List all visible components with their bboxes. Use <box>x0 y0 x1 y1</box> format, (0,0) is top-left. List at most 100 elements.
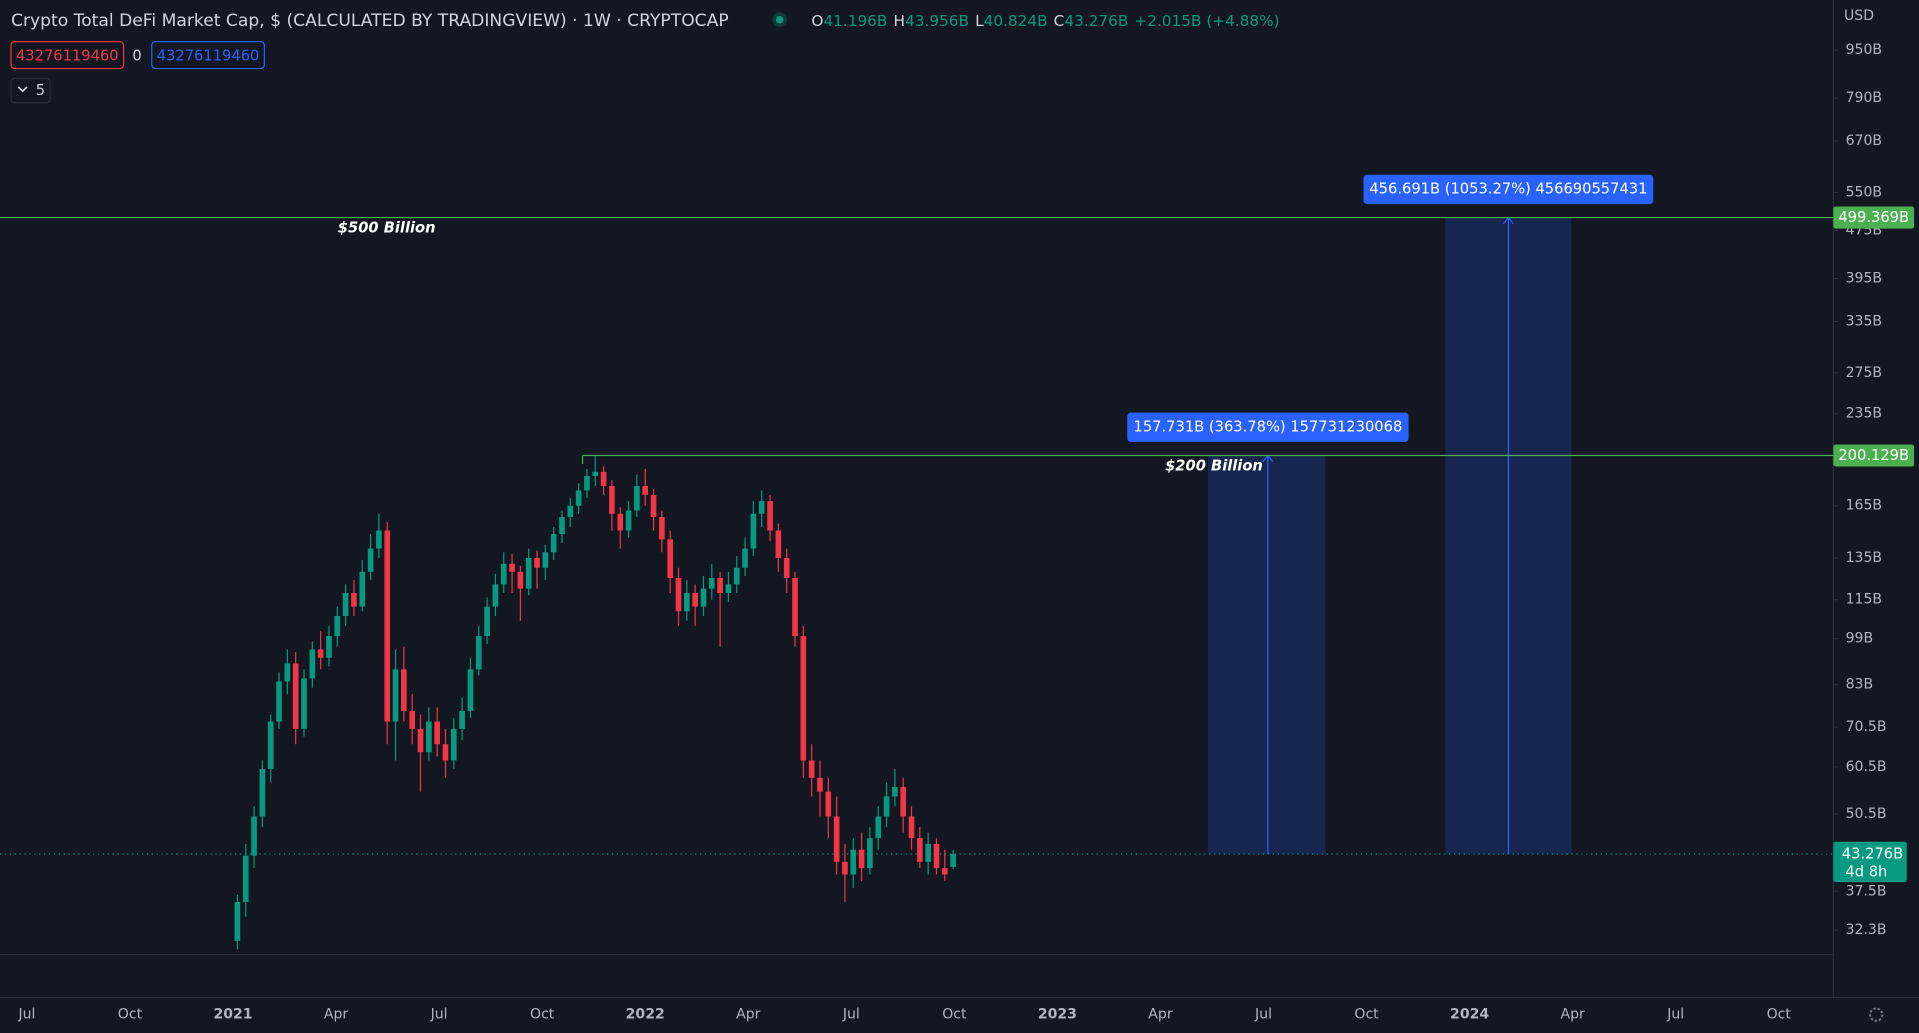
candle-body <box>259 769 266 817</box>
currency: USD <box>1844 8 1874 24</box>
y-tick-label: 50.5B <box>1846 806 1887 822</box>
candle-body <box>908 816 915 839</box>
x-tick-label: Oct <box>942 1007 967 1023</box>
candle-body <box>567 505 574 518</box>
candle-body <box>634 486 640 511</box>
level-annotation: $200 Billion <box>1165 458 1263 475</box>
candle-body <box>276 681 282 722</box>
candle-body <box>684 592 690 612</box>
candle-body <box>367 548 374 572</box>
x-tick-label: Oct <box>1767 1007 1792 1023</box>
candle-body <box>426 721 432 753</box>
ohlc-value: 40.824B <box>984 11 1048 29</box>
x-tick-label: 2023 <box>1038 1007 1077 1023</box>
ohlc-legend: O41.196B H43.956B L40.824B C43.276B +2.015B … <box>811 11 1279 29</box>
level-price-bg <box>1833 206 1915 229</box>
x-tick-label: 2021 <box>213 1007 252 1023</box>
settings-icon <box>1869 1007 1884 1022</box>
candle-body <box>584 475 590 491</box>
candle-body <box>750 513 757 549</box>
candle-body <box>725 584 732 593</box>
indicator-toggle <box>10 77 51 104</box>
y-tick-label: 165B <box>1846 498 1883 514</box>
level-price: 499.369B <box>1838 209 1909 226</box>
level-price-bg <box>1833 444 1915 467</box>
y-tick-label: 83B <box>1846 677 1874 693</box>
x-tick-label: Apr <box>1148 1007 1173 1023</box>
y-tick-label: 275B <box>1846 365 1883 381</box>
candle-body <box>925 843 931 862</box>
x-tick-label: Jul <box>1254 1007 1272 1023</box>
candle-body <box>442 744 449 761</box>
y-tick-label: 335B <box>1846 313 1883 329</box>
candle-body <box>667 539 673 578</box>
candle-body <box>417 728 424 753</box>
measure-label-bg <box>1363 174 1654 205</box>
candle-body <box>251 816 257 856</box>
candle-body <box>659 517 665 540</box>
candle-body <box>292 663 299 729</box>
candle-body <box>933 843 940 869</box>
pill-text: 0 <box>132 47 141 64</box>
ohlc-value: 43.956B <box>905 11 969 29</box>
candle-body <box>600 471 607 487</box>
candle-body <box>767 501 773 531</box>
candle-body <box>733 567 740 585</box>
measure-label-bg <box>1127 412 1409 443</box>
candle-body <box>500 563 507 585</box>
candle-body <box>334 616 341 637</box>
y-tick-label: 135B <box>1846 550 1883 566</box>
candle-body <box>484 606 490 637</box>
x-tick-label: Oct <box>118 1007 143 1023</box>
ohlc-label: H <box>894 11 906 29</box>
candle-body <box>742 548 748 568</box>
candle-body <box>376 530 382 549</box>
candle-body <box>509 563 515 572</box>
candle-body <box>609 486 615 514</box>
ohlc-change: +2.015B (+4.88%) <box>1134 11 1279 29</box>
y-tick-label: 670B <box>1846 133 1883 149</box>
ohlc-label: L <box>975 11 984 29</box>
candle-body <box>450 728 457 761</box>
candle-body <box>575 490 582 506</box>
candle-body <box>825 791 832 817</box>
candle-body <box>317 649 324 658</box>
candle-body <box>717 577 723 593</box>
candle-body <box>401 669 407 711</box>
measure-label: 157.731B (363.78%) 157731230068 <box>1134 418 1403 435</box>
candle-body <box>941 868 948 875</box>
candle-body <box>559 517 565 535</box>
measure-label: 456.691B (1053.27%) 456690557431 <box>1369 180 1647 197</box>
candle-body <box>525 557 532 589</box>
y-tick-label: 60.5B <box>1846 759 1887 775</box>
candle-body <box>883 796 890 817</box>
candle-body <box>384 530 391 722</box>
candle-body <box>650 494 657 518</box>
pill-text: 43276119460 <box>16 47 119 64</box>
ohlc-value: 43.276B <box>1064 11 1128 29</box>
candle-body <box>875 816 882 839</box>
candle-body <box>242 855 249 902</box>
candle-body <box>642 486 649 495</box>
candle-body <box>459 710 465 729</box>
candle-body <box>550 534 557 553</box>
candle-body <box>234 901 241 941</box>
candle-body <box>817 777 823 792</box>
y-tick-label: 37.5B <box>1846 883 1887 899</box>
candle-body <box>900 786 907 817</box>
candle-body <box>758 501 765 514</box>
candle-body <box>808 760 815 778</box>
candle-body <box>700 588 707 607</box>
candle-body <box>492 584 499 607</box>
x-tick-label: Jul <box>842 1007 860 1023</box>
y-tick-label: 235B <box>1846 406 1883 422</box>
pill <box>151 41 265 70</box>
candle-body <box>434 721 440 745</box>
candle-body <box>867 838 873 869</box>
y-tick-label: 550B <box>1846 184 1883 200</box>
status-dot-core <box>775 15 784 24</box>
candle-body <box>284 663 291 682</box>
y-tick-label: 70.5B <box>1846 719 1887 735</box>
candle-body <box>675 577 682 612</box>
candle-body <box>850 849 857 875</box>
